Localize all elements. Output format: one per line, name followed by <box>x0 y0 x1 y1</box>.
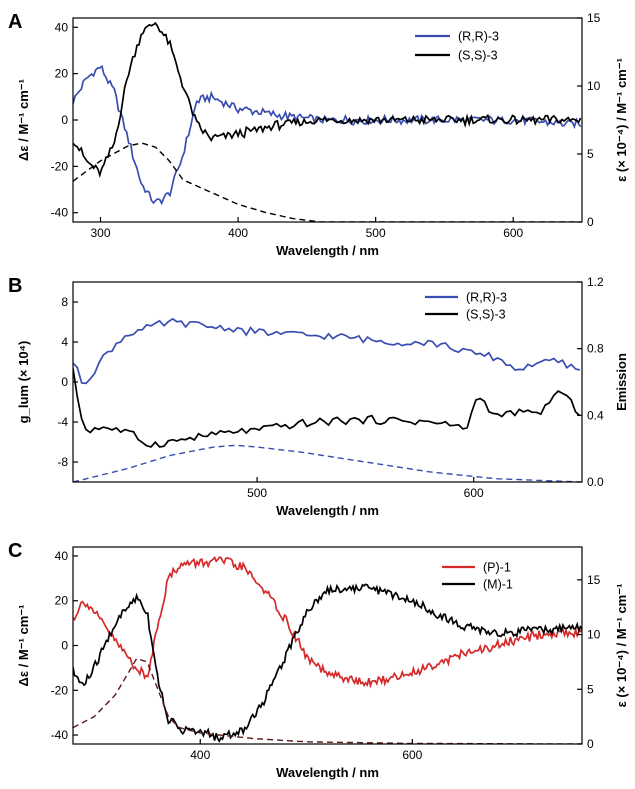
y-left-tick-label: 8 <box>61 295 68 309</box>
plot-frame <box>72 281 583 483</box>
legend-label: (R,R)-3 <box>458 30 499 44</box>
x-tick-label: 500 <box>366 226 386 240</box>
legend-label: (R,R)-3 <box>466 291 507 305</box>
y-left-tick-label: 0 <box>61 639 68 653</box>
legend-label: (M)-1 <box>483 578 513 592</box>
y-left-tick-label: 40 <box>55 20 69 34</box>
panel-letter: C <box>8 540 22 562</box>
y-left-tick-label: 20 <box>55 594 69 608</box>
y-right-axis-title: Emission <box>614 353 629 411</box>
y-left-axis-title: Δε / M⁻¹ cm⁻¹ <box>16 605 31 687</box>
y-right-tick-label: 0.4 <box>587 408 604 422</box>
absorption-dashed-line <box>73 142 581 222</box>
y-left-tick-label: 4 <box>61 335 68 349</box>
y-right-axis-title: ε (× 10⁻⁴) / M⁻¹ cm⁻¹ <box>614 584 629 708</box>
y-right-tick-label: 15 <box>587 11 601 25</box>
y-left-axis-title: Δε / M⁻¹ cm⁻¹ <box>16 79 31 161</box>
y-right-tick-label: 5 <box>587 147 594 161</box>
absorption-dashed-line <box>73 444 580 482</box>
series-line-ss3 <box>73 368 581 448</box>
x-tick-label: 600 <box>503 226 523 240</box>
y-left-tick-label: -40 <box>51 728 69 742</box>
series-line-p1 <box>73 555 582 689</box>
y-left-tick-label: -8 <box>57 455 68 469</box>
x-axis-title: Wavelength / nm <box>276 765 379 780</box>
y-right-tick-label: 0 <box>587 215 594 229</box>
series-line-rr3 <box>73 317 581 385</box>
panel-b: B 500 600 -8 -4 0 4 8 0.0 0.4 0.8 1.2 Wavelength / n… <box>8 275 629 518</box>
series-line-rr3 <box>73 64 582 206</box>
y-right-tick-label: 15 <box>587 573 601 587</box>
y-left-tick-label: 0 <box>61 113 68 127</box>
y-right-tick-label: 0 <box>587 737 594 751</box>
y-left-tick-label: -40 <box>51 206 69 220</box>
y-left-tick-label: 20 <box>55 67 69 81</box>
y-right-tick-label: 0.8 <box>587 342 604 356</box>
y-right-tick-label: 5 <box>587 682 594 696</box>
y-left-tick-label: 0 <box>61 375 68 389</box>
panel-letter: B <box>8 275 22 297</box>
y-right-tick-label: 10 <box>587 79 601 93</box>
x-tick-label: 600 <box>464 486 484 500</box>
legend-label: (S,S)-3 <box>458 49 498 63</box>
x-tick-label: 300 <box>90 226 110 240</box>
x-axis-title: Wavelength / nm <box>276 243 379 258</box>
y-right-axis-title: ε (× 10⁻⁴) / M⁻¹ cm⁻¹ <box>614 58 629 182</box>
y-left-tick-label: -20 <box>51 683 69 697</box>
y-left-tick-label: -20 <box>51 159 69 173</box>
x-axis-title: Wavelength / nm <box>276 503 379 518</box>
y-right-tick-label: 10 <box>587 628 601 642</box>
x-tick-label: 400 <box>190 748 210 762</box>
x-tick-label: 400 <box>228 226 248 240</box>
series-line-ss3 <box>73 21 582 179</box>
y-right-tick-label: 1.2 <box>587 275 604 289</box>
legend-label: (P)-1 <box>483 561 511 575</box>
series-line-m1 <box>73 583 582 743</box>
x-tick-label: 600 <box>402 748 422 762</box>
y-left-axis-title: g_lum (× 10⁴) <box>16 341 31 424</box>
x-tick-label: 500 <box>247 486 267 500</box>
legend-label: (S,S)-3 <box>466 308 506 322</box>
panel-letter: A <box>8 11 22 33</box>
y-right-tick-label: 0.0 <box>587 475 604 489</box>
y-left-tick-label: -4 <box>57 415 68 429</box>
y-left-tick-label: 40 <box>55 549 69 563</box>
